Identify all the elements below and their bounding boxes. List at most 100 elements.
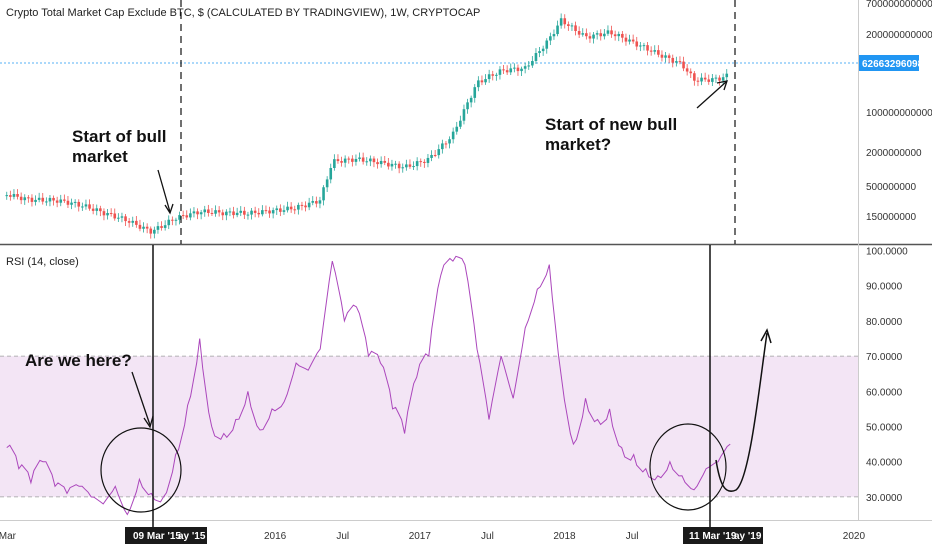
candle-body bbox=[110, 213, 113, 214]
price-tick-label: 150000000 bbox=[866, 212, 916, 223]
time-tag-right: 11 Mar '19 bbox=[689, 531, 737, 542]
candle-body bbox=[639, 45, 642, 46]
candle-body bbox=[171, 220, 174, 221]
candle-body bbox=[603, 34, 606, 37]
candle-body bbox=[254, 211, 257, 213]
candle-body bbox=[437, 149, 440, 155]
candle-body bbox=[520, 69, 523, 71]
candle-body bbox=[409, 164, 412, 166]
candle-body bbox=[322, 187, 325, 200]
candle-body bbox=[326, 179, 329, 187]
time-tag-left-partial: ay '15 bbox=[178, 531, 206, 542]
candle-body bbox=[434, 155, 437, 156]
candle-body bbox=[45, 201, 48, 202]
candle-body bbox=[592, 35, 595, 39]
candle-body bbox=[106, 213, 109, 215]
candle-body bbox=[301, 205, 304, 206]
candle-body bbox=[333, 159, 336, 168]
candle-body bbox=[369, 159, 372, 162]
candle-body bbox=[697, 81, 700, 82]
candle-body bbox=[196, 211, 199, 214]
candle-body bbox=[131, 221, 134, 223]
candle-body bbox=[610, 30, 613, 34]
candle-body bbox=[405, 164, 408, 167]
candle-body bbox=[304, 206, 307, 208]
candle-body bbox=[77, 202, 80, 207]
candle-body bbox=[711, 78, 714, 82]
candle-body bbox=[272, 210, 275, 213]
candle-body bbox=[499, 69, 502, 74]
candle-body bbox=[556, 26, 559, 34]
candle-body bbox=[103, 211, 106, 215]
price-axis-ticks: 7000000000002000000000001000000000002000… bbox=[866, 0, 932, 223]
candle-body bbox=[92, 209, 95, 211]
candle-body bbox=[128, 221, 131, 223]
candle-body bbox=[661, 55, 664, 58]
candle-body bbox=[383, 161, 386, 163]
candle-body bbox=[484, 79, 487, 82]
candle-body bbox=[139, 225, 142, 229]
candle-body bbox=[203, 209, 206, 212]
candle-body bbox=[311, 201, 314, 203]
price-tick-label: 2000000000 bbox=[866, 148, 922, 159]
time-tag-left: 09 Mar '15 bbox=[133, 531, 181, 542]
candle-body bbox=[5, 195, 8, 196]
candle-body bbox=[34, 200, 37, 202]
candle-body bbox=[380, 161, 383, 164]
candle-body bbox=[221, 212, 224, 215]
candle-body bbox=[38, 198, 41, 200]
candle-body bbox=[297, 205, 300, 210]
candle-body bbox=[545, 41, 548, 49]
candle-body bbox=[70, 203, 73, 205]
candle-body bbox=[625, 38, 628, 42]
time-tick-label: Jul bbox=[336, 531, 349, 542]
candle-body bbox=[686, 68, 689, 71]
candle-body bbox=[416, 161, 419, 166]
candle-body bbox=[200, 212, 203, 214]
candle-body bbox=[315, 201, 318, 204]
candle-body bbox=[373, 159, 376, 163]
candle-body bbox=[567, 24, 570, 26]
candle-body bbox=[337, 159, 340, 161]
candle-body bbox=[506, 70, 509, 72]
candle-body bbox=[365, 161, 368, 162]
candle-body bbox=[563, 18, 566, 24]
price-pane bbox=[0, 0, 858, 244]
candle-body bbox=[142, 227, 145, 229]
candle-body bbox=[225, 212, 228, 216]
candle-body bbox=[135, 221, 138, 225]
candle-body bbox=[643, 45, 646, 46]
candle-body bbox=[257, 213, 260, 214]
candle-body bbox=[596, 33, 599, 34]
candle-body bbox=[693, 73, 696, 80]
candle-body bbox=[175, 220, 178, 221]
candle-body bbox=[430, 155, 433, 158]
candle-body bbox=[13, 194, 16, 197]
candle-body bbox=[621, 34, 624, 38]
candle-body bbox=[319, 200, 322, 203]
rsi-tick-label: 100.0000 bbox=[866, 247, 908, 258]
candle-body bbox=[445, 143, 448, 144]
candle-body bbox=[149, 229, 152, 234]
candle-body bbox=[560, 18, 563, 25]
candle-body bbox=[549, 36, 552, 40]
candle-body bbox=[153, 230, 156, 234]
candle-body bbox=[182, 215, 185, 216]
candle-body bbox=[74, 202, 77, 203]
candle-body bbox=[513, 68, 516, 69]
candle-body bbox=[211, 213, 214, 214]
candle-body bbox=[668, 55, 671, 58]
candle-body bbox=[571, 25, 574, 26]
candle-body bbox=[31, 198, 34, 202]
annotation-new-bull-line2: market? bbox=[545, 135, 611, 154]
candle-body bbox=[585, 33, 588, 36]
candle-body bbox=[117, 218, 120, 219]
candle-body bbox=[362, 157, 365, 161]
time-tick-label: Mar bbox=[0, 531, 17, 542]
price-tick-label: 500000000 bbox=[866, 182, 916, 193]
rsi-tick-label: 40.0000 bbox=[866, 458, 903, 469]
candle-body bbox=[617, 34, 620, 36]
annotation-bull-start-line2: market bbox=[72, 147, 128, 166]
rsi-axis-ticks: 100.0000 90.0000 80.0000 70.0000 60.0000 50.0… bbox=[866, 247, 908, 504]
